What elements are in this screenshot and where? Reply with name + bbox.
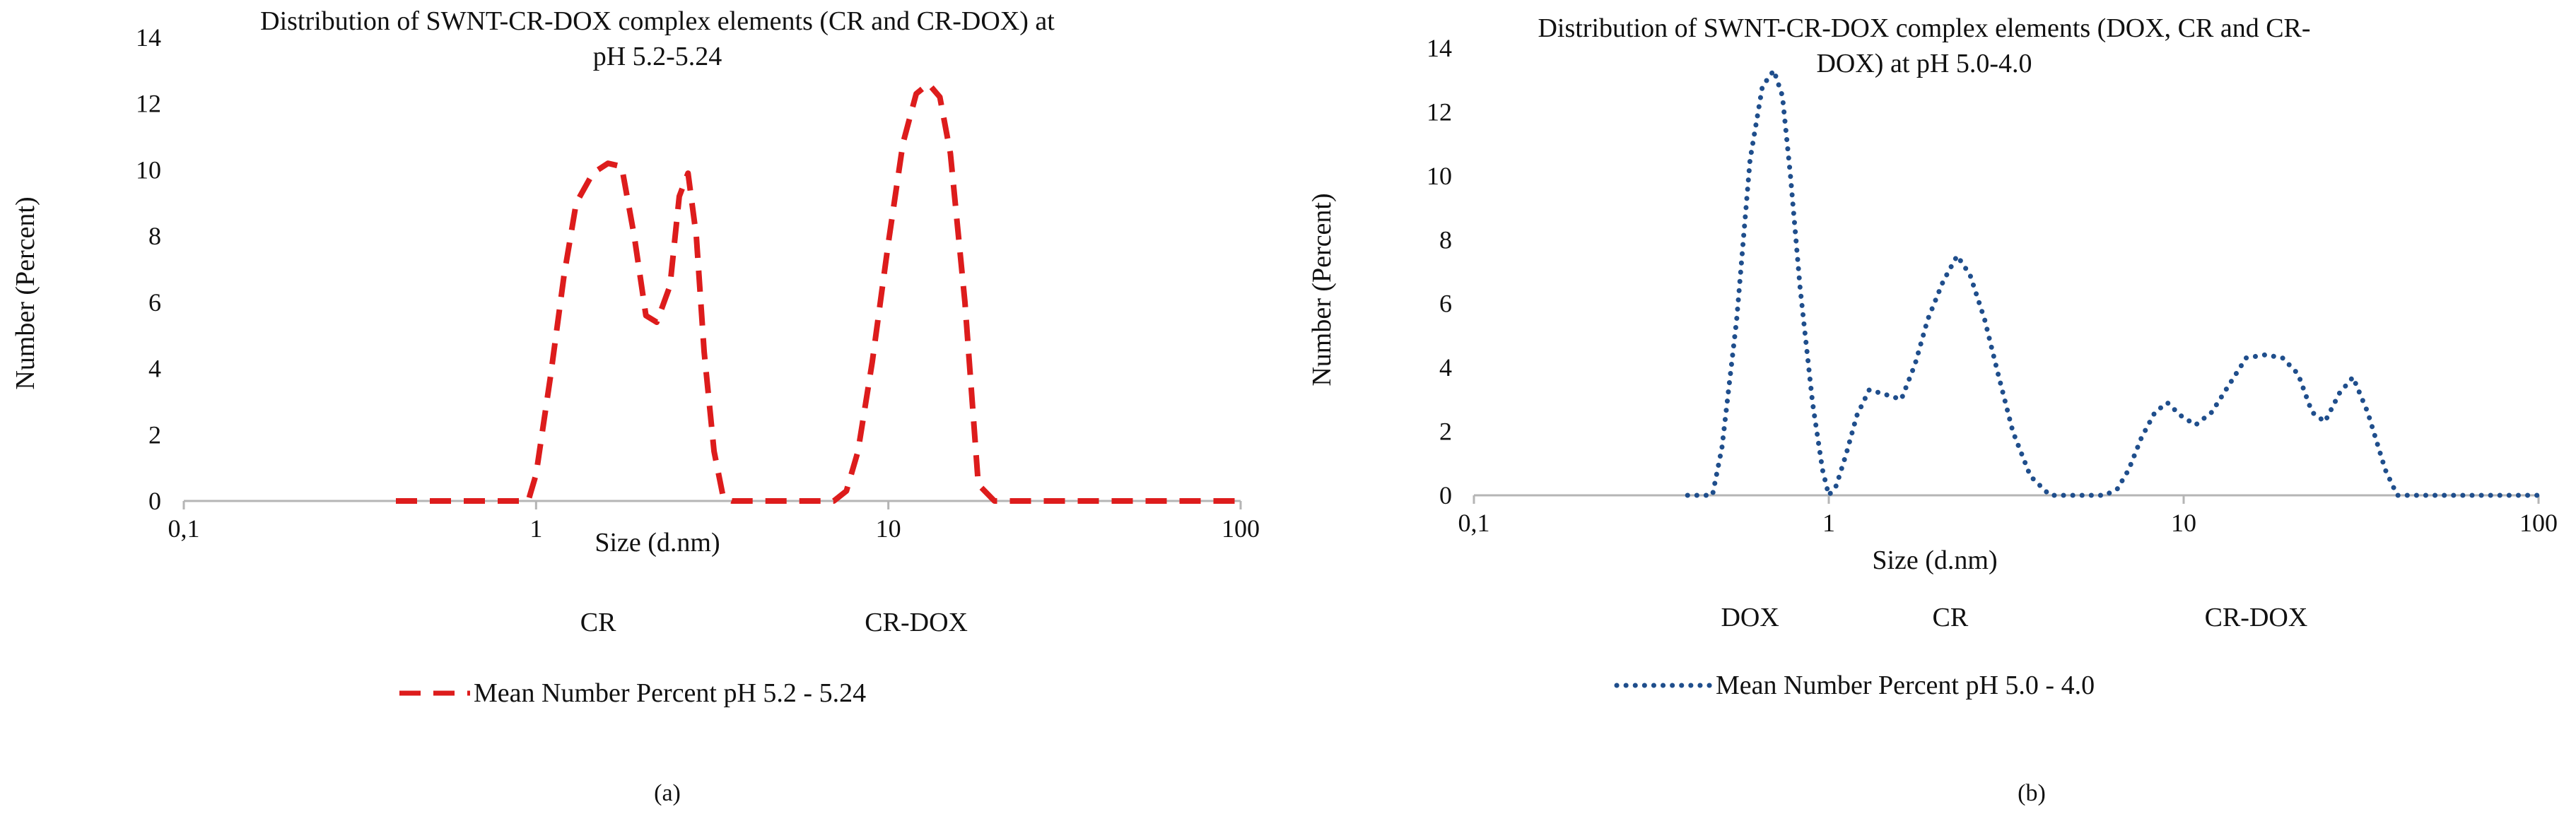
chart-a-y-tick-label: 14 — [136, 23, 161, 52]
chart-b-region-label: CR-DOX — [2205, 603, 2308, 632]
chart-b-xlabel: Size (d.nm) — [1872, 545, 1997, 575]
chart-b-x-tick-label: 1 — [1822, 509, 1835, 537]
chart-a-y-tick-label: 4 — [148, 355, 161, 383]
chart-a-series-line — [396, 81, 1241, 504]
chart-b-x-tick-label: 100 — [2519, 509, 2558, 537]
chart-a-y-tick-label: 8 — [148, 222, 161, 250]
chart-a-x-tick-label: 100 — [1222, 514, 1260, 543]
chart-a-x-tick-label: 0,1 — [168, 514, 200, 543]
chart-b-ylabel: Number (Percent) — [1307, 193, 1337, 386]
chart-a-y-tick-label: 12 — [136, 90, 161, 118]
chart-b-svg: Distribution of SWNT-CR-DOX complex elem… — [1307, 13, 2558, 806]
chart-b-legend: Mean Number Percent pH 5.0 - 4.0 — [1614, 671, 2095, 700]
chart-b-x-tick-label: 10 — [2171, 509, 2196, 537]
chart-a-y-tick-label: 0 — [148, 487, 161, 515]
chart-b-y-tick-label: 8 — [1439, 225, 1452, 254]
chart-b-y-tick-label: 12 — [1427, 98, 1452, 126]
chart-b-series-line — [1685, 68, 2541, 498]
chart-b-title-line-2: DOX) at pH 5.0-4.0 — [1816, 49, 2032, 78]
chart-b-region-labels: DOX CR CR-DOX — [1721, 603, 2307, 632]
chart-a-y-tick-label: 10 — [136, 155, 161, 184]
chart-b-y-tick-label: 10 — [1427, 162, 1452, 190]
chart-b-y-tick-label: 4 — [1439, 353, 1452, 382]
chart-b-region-label: CR — [1933, 603, 1969, 632]
chart-b-legend-label: Mean Number Percent pH 5.0 - 4.0 — [1716, 671, 2095, 700]
chart-a-ylabel: Number (Percent) — [11, 196, 40, 389]
chart-b-plot-area: 0,1 1 10 100 0 2 4 6 8 10 12 14 — [1427, 34, 2558, 537]
chart-a-plot-area: 0,1 1 10 100 0 2 4 6 8 10 12 14 — [136, 23, 1260, 543]
chart-a-x-tick-label: 1 — [529, 514, 542, 543]
chart-b-title-line-1: Distribution of SWNT-CR-DOX complex elem… — [1538, 13, 2310, 43]
chart-a-title-line-1: Distribution of SWNT-CR-DOX complex elem… — [260, 6, 1055, 36]
chart-a-svg: Distribution of SWNT-CR-DOX complex elem… — [11, 6, 1260, 806]
chart-panel-b: Distribution of SWNT-CR-DOX complex elem… — [1288, 0, 2576, 826]
chart-a-panel-label: (a) — [654, 780, 681, 806]
chart-panel-a: Distribution of SWNT-CR-DOX complex elem… — [11, 6, 1260, 806]
chart-a-legend-label: Mean Number Percent pH 5.2 - 5.24 — [474, 678, 866, 708]
chart-b-y-tick-label: 6 — [1439, 290, 1452, 318]
chart-b-y-tick-label: 14 — [1427, 34, 1452, 62]
chart-a-region-labels: CR CR-DOX — [580, 608, 968, 637]
chart-b-x-tick-label: 0,1 — [1458, 509, 1490, 537]
chart-a-title-line-2: pH 5.2-5.24 — [593, 42, 722, 71]
chart-a-xlabel: Size (d.nm) — [595, 528, 720, 557]
chart-a-legend: Mean Number Percent pH 5.2 - 5.24 — [399, 678, 866, 708]
chart-a-y-tick-label: 2 — [148, 420, 161, 449]
chart-b-y-tick-label: 0 — [1439, 481, 1452, 509]
chart-b-y-tick-label: 2 — [1439, 418, 1452, 446]
chart-a-region-label: CR-DOX — [865, 608, 968, 637]
chart-a-region-label: CR — [580, 608, 616, 637]
chart-a-y-tick-label: 6 — [148, 288, 161, 317]
chart-b-panel-label: (b) — [2018, 780, 2046, 806]
chart-a-x-tick-label: 10 — [876, 514, 901, 543]
chart-b-region-label: DOX — [1721, 603, 1779, 632]
